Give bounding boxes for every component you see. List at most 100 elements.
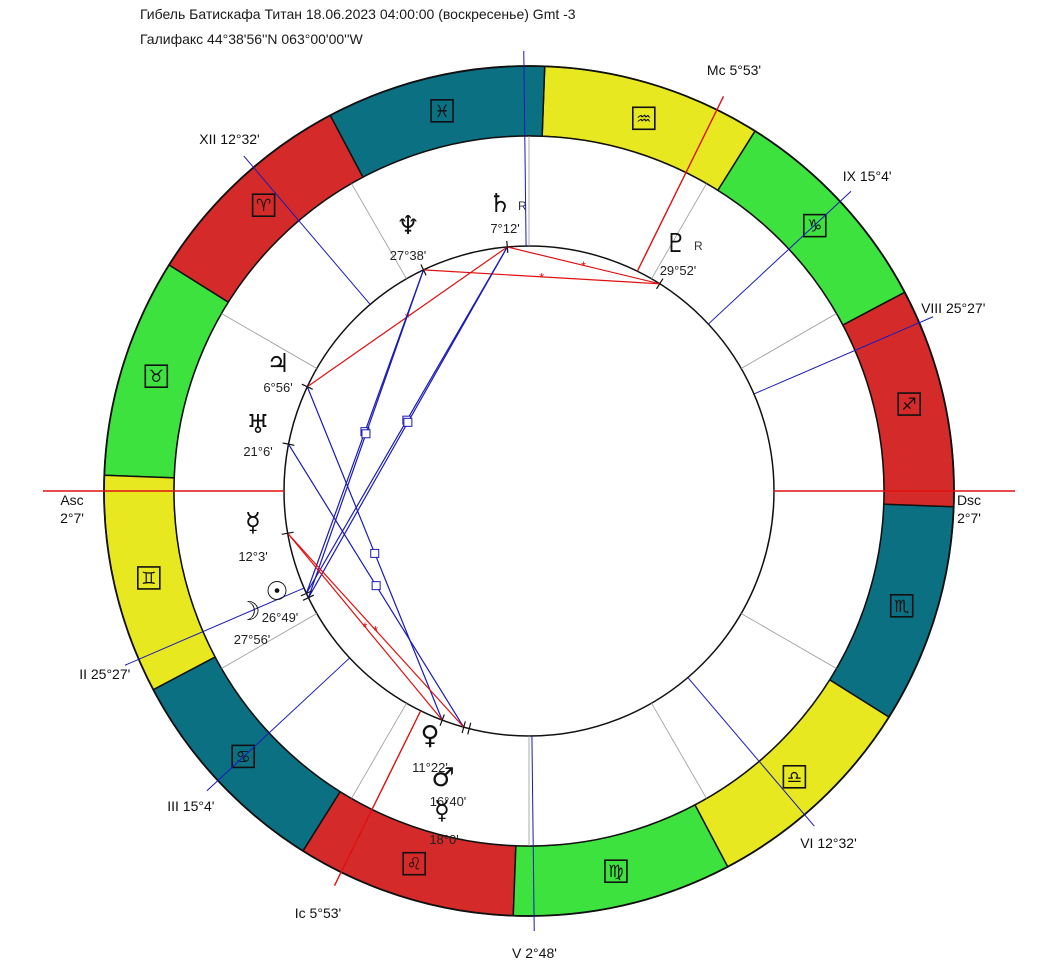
virgo-icon: ♍ xyxy=(608,862,623,882)
mars-tick xyxy=(461,721,466,734)
planets: ♄ 7°12' R ♆ 27°38' ♇ 29°52' R ♃6°56' ♅ 21°6' ☿ 12°3'… xyxy=(234,189,703,847)
helper-spoke xyxy=(351,183,407,280)
cusp-label-ix: IX 15°4' xyxy=(843,168,892,184)
aspect-marker-square xyxy=(361,429,371,439)
uranus-icon: ♅ xyxy=(246,410,269,440)
gemini-sign-box xyxy=(137,566,161,590)
cusp-labels: II 25°27' III 15°4' V 2°48' VI 12°32' VIII 2… xyxy=(60,62,985,961)
aspect-line-neptune-pluto xyxy=(423,269,660,285)
sun-icon: ☉ xyxy=(265,577,288,607)
chart-location: Галифакс 44°38'56''N 063°00'00''W xyxy=(140,31,363,47)
leo-sign-box xyxy=(402,851,426,876)
aspect-marker-sextile: * xyxy=(362,620,367,635)
mercury-icon: ☿ xyxy=(245,508,261,538)
uranus-tick xyxy=(282,442,295,446)
aspect-line-mercury-venus xyxy=(287,532,443,721)
mc-label: Mc 5°53' xyxy=(707,62,761,78)
uranus-degree: 21°6' xyxy=(243,444,272,459)
libra-icon: ♎ xyxy=(787,768,802,788)
mercury-2-icon: ☿ xyxy=(434,796,450,826)
inner-circle xyxy=(283,245,775,737)
ic-label: Ic 5°53' xyxy=(295,905,341,921)
taurus-sign-box xyxy=(144,364,169,388)
aspect-marker-sextile: * xyxy=(373,623,378,638)
pluto-tick xyxy=(656,278,664,290)
taurus-icon: ♉ xyxy=(149,367,164,387)
neptune-degree: 27°38' xyxy=(390,248,427,263)
mercury-2-degree: 18°0' xyxy=(429,832,458,847)
mercury-tick xyxy=(281,531,294,535)
cusp-line-viii xyxy=(753,316,934,395)
virgo-sign-box xyxy=(604,859,628,883)
neptune-icon: ♆ xyxy=(396,211,419,241)
pluto-degree: 29°52' xyxy=(660,263,697,278)
aspect-line-mercury-mars xyxy=(287,532,465,728)
venus-tick xyxy=(439,714,445,726)
sun-degree: 26°49' xyxy=(262,610,299,625)
cusp-line-v xyxy=(531,735,535,931)
aries-sign-box xyxy=(251,193,276,218)
libra-sign-box xyxy=(782,764,807,789)
pisces-sign-box xyxy=(430,99,454,123)
sagittarius-icon: ♐ xyxy=(902,395,917,415)
saturn-tick xyxy=(506,240,509,253)
helper-spoke xyxy=(651,183,707,280)
aspect-marker-square xyxy=(370,548,380,558)
aquarius-sign-box xyxy=(632,106,656,131)
pisces-icon: ♓ xyxy=(434,102,449,122)
chart-title: Гибель Батискафа Титан 18.06.2023 04:00:… xyxy=(140,6,576,22)
venus-icon: ♀ xyxy=(420,721,439,751)
wheel-circles xyxy=(103,65,955,917)
pluto-retrograde-flag: R xyxy=(694,239,703,253)
cusp-line-ii xyxy=(124,587,305,666)
helper-spoke xyxy=(221,613,318,669)
cusp-label-viii: VIII 25°27' xyxy=(921,300,985,316)
cancer-sign-box xyxy=(231,744,256,769)
saturn-degree: 7°12' xyxy=(490,221,519,236)
scorpio-icon: ♏ xyxy=(894,597,909,617)
moon-degree: 27°56' xyxy=(234,632,271,647)
jupiter-degree: 6°56' xyxy=(263,380,292,395)
house-cusps xyxy=(43,51,1015,931)
aspect-marker-square xyxy=(371,581,381,591)
helper-spoke xyxy=(351,702,407,799)
mars-degree: 16°40' xyxy=(430,794,467,809)
axis-line-ic xyxy=(333,710,422,886)
leo-icon: ♌ xyxy=(407,855,422,875)
helper-spoke xyxy=(740,313,837,369)
saturn-icon: ♄ xyxy=(488,189,511,219)
dsc-value: 2°7' xyxy=(957,510,981,526)
aspect-marker-square xyxy=(403,417,413,427)
helper-spoke xyxy=(221,313,318,369)
cusp-line-vi xyxy=(687,677,815,827)
jupiter-tick xyxy=(301,383,313,390)
cusp-label-xii: XII 12°32' xyxy=(199,131,259,147)
saturn-retrograde-flag: R xyxy=(518,199,527,213)
cusp-label-v: V 2°48' xyxy=(512,945,557,961)
aspect-line-saturn-pluto xyxy=(507,246,660,285)
cusp-label-vi: VI 12°32' xyxy=(800,835,857,851)
cusp-label-ii: II 25°27' xyxy=(79,666,130,682)
sun-tick xyxy=(300,590,313,597)
dsc-label: Dsc xyxy=(957,492,981,508)
aquarius-icon: ♒ xyxy=(636,109,651,129)
cusp-line-xi xyxy=(523,51,527,247)
sagittarius-sign-box xyxy=(897,392,921,416)
mars-icon: ♂ xyxy=(431,763,454,793)
mercury-degree: 12°3' xyxy=(238,549,267,564)
aspect-marker-sextile: * xyxy=(581,258,586,273)
cusp-line-iii xyxy=(206,657,351,792)
scorpio-sign-box xyxy=(889,594,914,618)
pluto-icon: ♇ xyxy=(664,229,687,259)
cusp-line-xii xyxy=(243,155,371,305)
asc-label: Asc xyxy=(60,492,83,508)
cusp-line-ix xyxy=(707,190,852,325)
moon-icon: ☽ xyxy=(237,597,260,627)
aspect-lines: ***** xyxy=(287,246,660,728)
asc-value: 2°7' xyxy=(60,510,84,526)
venus-degree: 11°22' xyxy=(412,760,448,775)
jupiter-icon: ♃ xyxy=(266,349,289,379)
capricorn-sign-box xyxy=(802,213,827,238)
helper-spoke xyxy=(651,702,707,799)
